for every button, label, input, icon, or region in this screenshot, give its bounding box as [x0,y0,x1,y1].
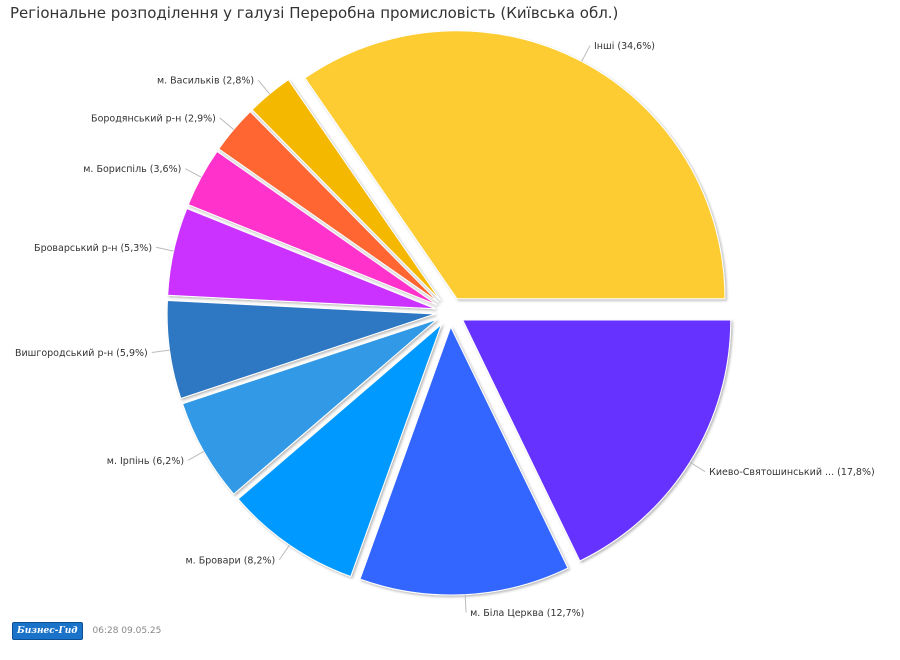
footer: Бизнес-Гид 06:28 09.05.25 [12,622,161,640]
slice-label: Броварський р-н (5,3%) [34,243,152,254]
slice-label: м. Ірпінь (6,2%) [107,456,184,467]
slice-label: м. Васильків (2,8%) [157,76,254,87]
brand-logo[interactable]: Бизнес-Гид [12,622,83,640]
pie-slice[interactable] [218,110,439,303]
slice-label: Інші (34,6%) [594,41,655,52]
pie-slice[interactable] [304,30,726,300]
label-leader-line [187,451,204,461]
label-leader-line [257,79,270,95]
slice-label: Киево-Святошинський ... (17,8%) [709,467,875,478]
pie-slice[interactable] [167,207,436,310]
label-leader-line [278,544,290,561]
label-leader-line [155,246,174,252]
label-leader-line [464,594,467,613]
pie-slice[interactable] [187,150,438,306]
slice-label: м. Бровари (8,2%) [185,555,275,566]
timestamp: 06:28 09.05.25 [92,626,162,636]
pie-slice[interactable] [461,319,732,562]
label-leader-line [185,168,202,178]
slice-label: м. Біла Церква (12,7%) [470,608,584,619]
pie-slice[interactable] [251,79,441,301]
label-leader-line [689,461,706,473]
label-leader-line [581,45,591,62]
slice-label: Вишгородський р-н (5,9%) [15,348,148,359]
slice-label: Бородянський р-н (2,9%) [91,113,216,124]
slice-label: м. Бориспіль (3,6%) [83,164,181,175]
chart-title: Регіональне розподілення у галузі Переро… [10,4,619,22]
label-leader-line [151,349,170,354]
pie-slice[interactable] [237,322,443,578]
label-leader-line [219,117,234,130]
